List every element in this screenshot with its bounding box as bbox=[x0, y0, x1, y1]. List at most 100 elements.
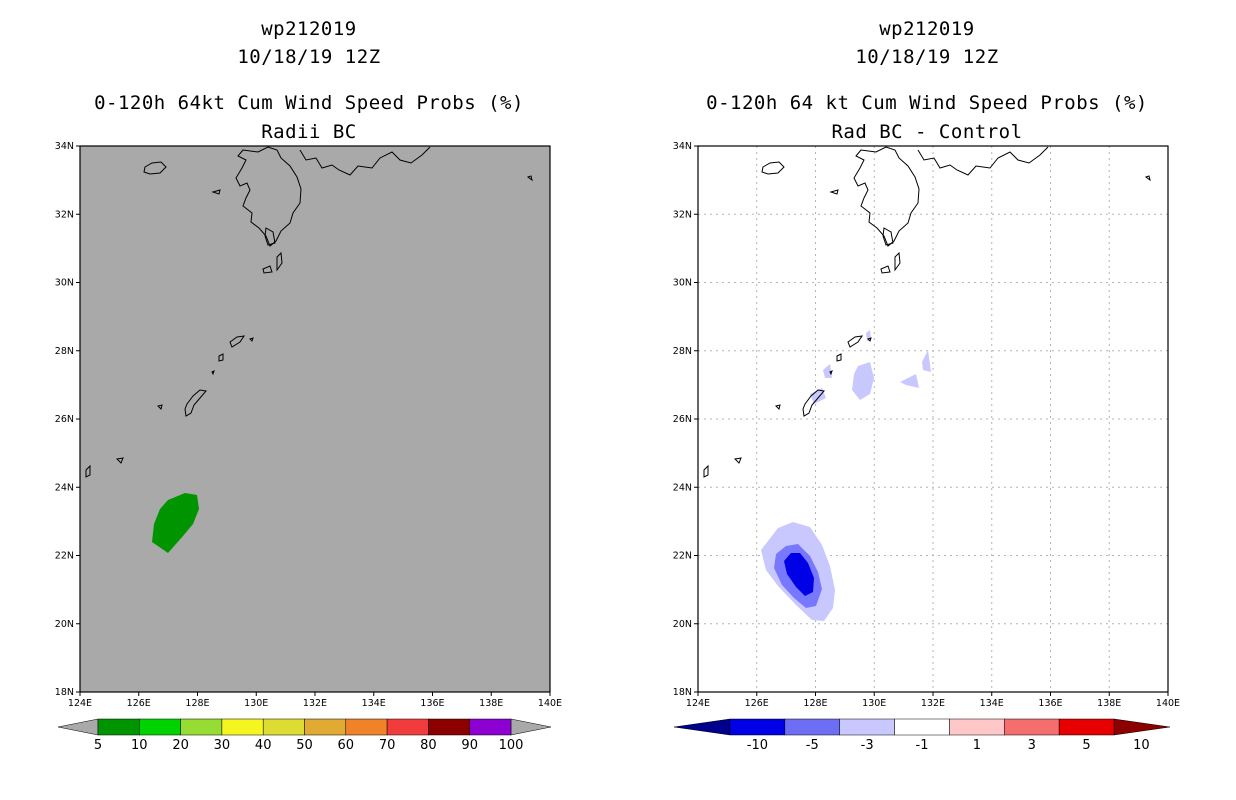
colorbar-segment bbox=[784, 718, 840, 736]
right-title-method: Rad BC - Control bbox=[831, 121, 1023, 143]
lon-tick-label: 124E bbox=[686, 698, 710, 709]
lat-tick-label: 34N bbox=[673, 141, 692, 152]
colorbar-label: 50 bbox=[296, 738, 313, 753]
lon-tick-label: 134E bbox=[362, 698, 386, 709]
colorbar-label: 100 bbox=[499, 738, 524, 753]
left-title-method: Radii BC bbox=[261, 121, 357, 143]
colorbar-segment bbox=[894, 718, 950, 736]
contour-minus1-c bbox=[900, 374, 919, 388]
lat-tick-label: 26N bbox=[673, 414, 692, 425]
colorbar-left-arrow bbox=[673, 718, 731, 736]
colorbar-label: -10 bbox=[747, 738, 768, 753]
colorbar-segment bbox=[1004, 718, 1060, 736]
colorbar-left-arrow bbox=[57, 718, 99, 736]
lon-tick-label: 134E bbox=[980, 698, 1004, 709]
colorbar-label: 5 bbox=[1082, 738, 1090, 753]
axis-ticks: 124E 126E 128E 130E 132E 134E 136E 138E 140E 18N 2… bbox=[55, 141, 562, 709]
colorbar-segment bbox=[180, 718, 223, 736]
colorbar-segment bbox=[221, 718, 264, 736]
lat-tick-label: 20N bbox=[55, 619, 74, 630]
colorbar-label: 10 bbox=[131, 738, 148, 753]
right-title-product: 0-120h 64 kt Cum Wind Speed Probs (%) bbox=[706, 92, 1148, 114]
lon-tick-label: 136E bbox=[420, 698, 444, 709]
lat-tick-label: 18N bbox=[673, 687, 692, 698]
colorbar-segment bbox=[428, 718, 470, 736]
colorbar-segment bbox=[345, 718, 388, 736]
colorbar-segment bbox=[386, 718, 429, 736]
colorbar-label: 40 bbox=[255, 738, 272, 753]
lon-tick-label: 138E bbox=[1097, 698, 1121, 709]
difference-contours bbox=[761, 330, 931, 621]
lon-tick-label: 136E bbox=[1038, 698, 1062, 709]
left-title-product: 0-120h 64kt Cum Wind Speed Probs (%) bbox=[94, 92, 524, 114]
right-map: 124E 126E 128E 130E 132E 134E 136E 138E 140E 18N 2… bbox=[673, 141, 1180, 753]
contour-minus1-b bbox=[852, 362, 874, 400]
lat-tick-label: 32N bbox=[673, 209, 692, 220]
lat-tick-label: 28N bbox=[673, 346, 692, 357]
colorbar-label: 3 bbox=[1028, 738, 1036, 753]
lat-tick-label: 24N bbox=[55, 482, 74, 493]
colorbar-segment bbox=[304, 718, 347, 736]
lat-tick-label: 34N bbox=[55, 141, 74, 152]
contour-minus1-d bbox=[922, 350, 931, 372]
colorbar-right-arrow bbox=[1113, 718, 1171, 736]
lon-tick-label: 126E bbox=[745, 698, 769, 709]
right-title-storm-id: wp212019 bbox=[879, 18, 975, 40]
left-map-background bbox=[80, 146, 550, 692]
axis-ticks: 124E 126E 128E 130E 132E 134E 136E 138E 140E 18N 2… bbox=[673, 141, 1180, 709]
colorbar-label: -3 bbox=[861, 738, 874, 753]
colorbar-label: 10 bbox=[1133, 738, 1150, 753]
contour-minus1-e bbox=[823, 364, 832, 378]
colorbar: 5 10 20 30 40 50 60 70 80 90 100 bbox=[57, 718, 552, 753]
lat-tick-label: 20N bbox=[673, 619, 692, 630]
lon-tick-label: 140E bbox=[538, 698, 562, 709]
lat-tick-label: 32N bbox=[55, 209, 74, 220]
colorbar-label: 70 bbox=[379, 738, 396, 753]
lat-tick-label: 24N bbox=[673, 482, 692, 493]
colorbar: -10 -5 -3 -1 1 3 5 10 bbox=[673, 718, 1171, 753]
right-panel: wp212019 10/18/19 12Z 0-120h 64 kt Cum W… bbox=[618, 0, 1236, 800]
colorbar-label: 90 bbox=[461, 738, 478, 753]
lat-tick-label: 28N bbox=[55, 346, 74, 357]
left-title-datetime: 10/18/19 12Z bbox=[237, 46, 381, 68]
colorbar-segment bbox=[97, 718, 140, 736]
colorbar-segment bbox=[139, 718, 181, 736]
colorbar-label: 30 bbox=[214, 738, 231, 753]
colorbar-segment bbox=[469, 718, 512, 736]
left-title-storm-id: wp212019 bbox=[261, 18, 357, 40]
lat-tick-label: 26N bbox=[55, 414, 74, 425]
lat-tick-label: 30N bbox=[673, 278, 692, 289]
colorbar-label: 5 bbox=[94, 738, 102, 753]
colorbar-label: 20 bbox=[172, 738, 189, 753]
colorbar-segment bbox=[949, 718, 1005, 736]
lat-tick-label: 22N bbox=[673, 551, 692, 562]
lon-tick-label: 140E bbox=[1156, 698, 1180, 709]
colorbar-label: -5 bbox=[806, 738, 819, 753]
lon-tick-label: 128E bbox=[185, 698, 209, 709]
contour-minus5 bbox=[784, 553, 814, 596]
right-title-datetime: 10/18/19 12Z bbox=[855, 46, 999, 68]
lon-tick-label: 132E bbox=[303, 698, 327, 709]
colorbar-segment bbox=[1058, 718, 1115, 736]
contour-minus1-f bbox=[810, 388, 826, 404]
lat-tick-label: 18N bbox=[55, 687, 74, 698]
lon-tick-label: 130E bbox=[862, 698, 886, 709]
lat-tick-label: 30N bbox=[55, 278, 74, 289]
colorbar-right-arrow bbox=[510, 718, 552, 736]
colorbar-segment bbox=[262, 718, 305, 736]
colorbar-segment bbox=[729, 718, 786, 736]
lon-tick-label: 132E bbox=[921, 698, 945, 709]
colorbar-segment bbox=[839, 718, 895, 736]
lon-tick-label: 130E bbox=[244, 698, 268, 709]
colorbar-label: -1 bbox=[916, 738, 929, 753]
colorbar-label: 80 bbox=[420, 738, 437, 753]
colorbar-label: 1 bbox=[973, 738, 981, 753]
lon-tick-label: 138E bbox=[479, 698, 503, 709]
colorbar-label: 60 bbox=[338, 738, 355, 753]
lon-tick-label: 126E bbox=[127, 698, 151, 709]
lat-tick-label: 22N bbox=[55, 551, 74, 562]
wind-probability-area bbox=[152, 493, 199, 553]
left-panel: wp212019 10/18/19 12Z 0-120h 64kt Cum Wi… bbox=[55, 18, 562, 753]
left-map: 124E 126E 128E 130E 132E 134E 136E 138E 140E 18N 2… bbox=[55, 141, 562, 753]
lon-tick-label: 128E bbox=[803, 698, 827, 709]
